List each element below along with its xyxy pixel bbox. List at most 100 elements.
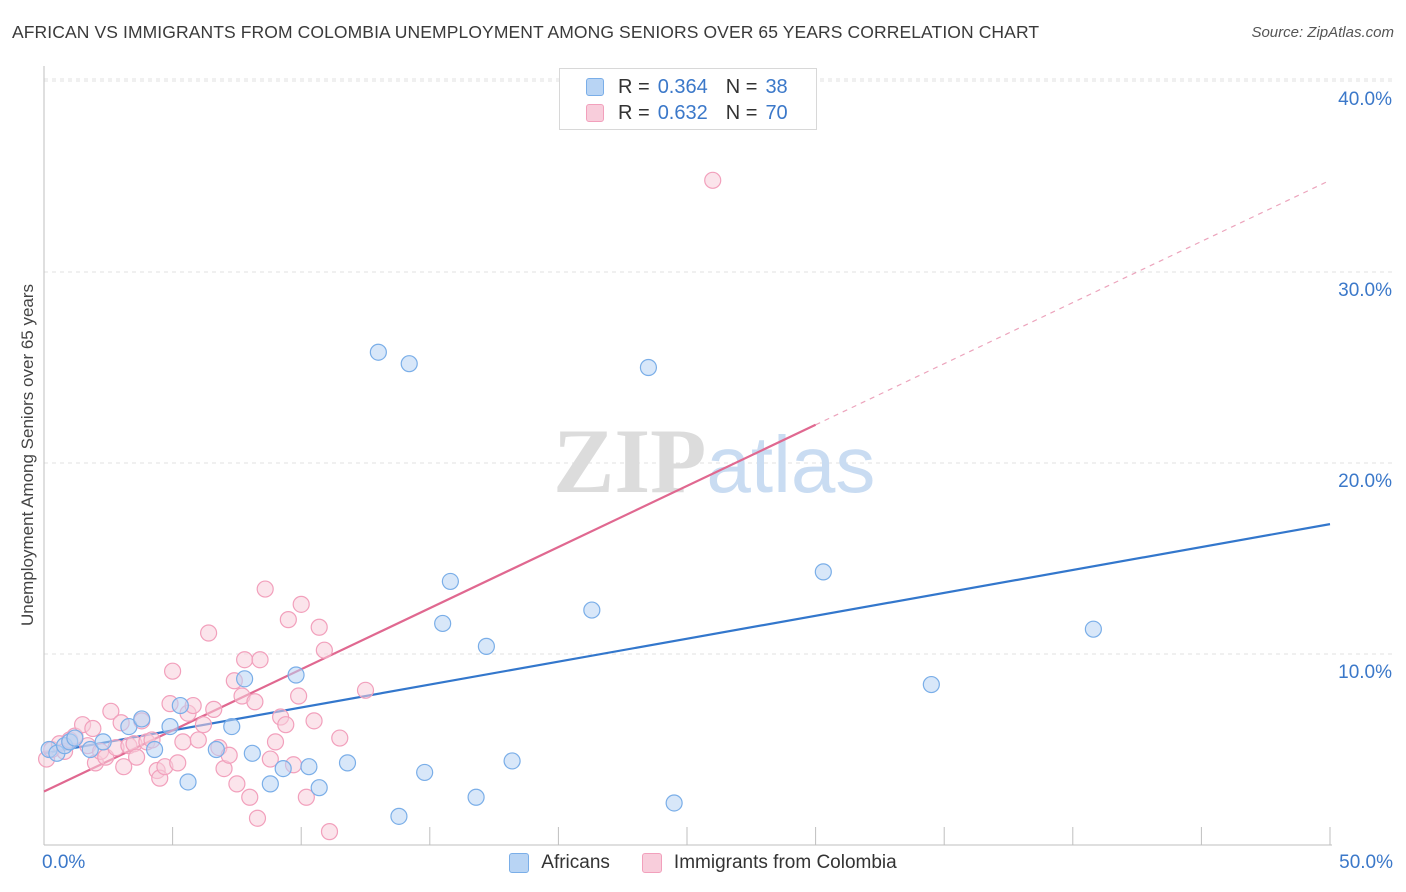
- data-point-colombia: [228, 775, 246, 793]
- data-point-colombia: [279, 611, 297, 629]
- legend-row-colombia: R = 0.632 N = 70: [586, 101, 788, 125]
- data-point-colombia: [200, 624, 218, 642]
- data-point-africans: [94, 733, 112, 751]
- data-point-colombia: [315, 641, 333, 659]
- chart-title: AFRICAN VS IMMIGRANTS FROM COLOMBIA UNEM…: [12, 22, 1040, 42]
- data-point-africans: [441, 572, 459, 591]
- r-value-colombia: 0.632: [657, 101, 708, 124]
- legend-label-colombia: Immigrants from Colombia: [673, 852, 897, 873]
- legend-swatch-colombia: [586, 104, 604, 122]
- data-point-colombia: [84, 719, 102, 738]
- data-point-colombia: [290, 687, 308, 705]
- series-legend: Africans Immigrants from Colombia: [0, 852, 1406, 874]
- data-point-africans: [207, 740, 225, 759]
- data-point-africans: [310, 779, 328, 797]
- data-point-africans: [261, 775, 279, 793]
- data-point-africans: [922, 675, 940, 694]
- data-point-colombia: [277, 716, 295, 734]
- axes: [43, 66, 1332, 846]
- data-point-colombia: [248, 809, 267, 827]
- x-tick-label-max: 50.0%: [1339, 852, 1393, 873]
- legend-swatch-africans: [509, 853, 530, 873]
- data-points: [37, 171, 1102, 841]
- data-point-colombia: [305, 712, 323, 730]
- chart-source: Source: ZipAtlas.com: [1251, 24, 1394, 41]
- data-point-africans: [300, 758, 318, 776]
- data-point-colombia: [169, 754, 187, 772]
- r-value-africans: 0.364: [657, 75, 708, 98]
- data-point-africans: [639, 358, 658, 377]
- data-point-africans: [416, 763, 434, 782]
- data-point-colombia: [241, 788, 259, 806]
- data-point-africans: [467, 788, 485, 806]
- data-point-colombia: [320, 823, 339, 841]
- data-point-africans: [1084, 620, 1102, 638]
- data-point-colombia: [174, 733, 192, 751]
- gridlines: [44, 78, 1392, 655]
- data-point-colombia: [266, 733, 285, 751]
- data-point-africans: [390, 807, 408, 825]
- data-point-africans: [223, 717, 241, 736]
- data-point-colombia: [236, 651, 254, 669]
- y-tick-labels: 10.0% 20.0% 30.0% 40.0%: [1338, 89, 1392, 683]
- data-point-africans: [369, 343, 387, 361]
- y-tick-label: 20.0%: [1338, 471, 1392, 492]
- data-point-africans: [274, 759, 292, 778]
- data-point-colombia: [261, 750, 279, 768]
- data-point-colombia: [164, 662, 182, 680]
- watermark: ZIPatlas: [553, 410, 875, 512]
- data-point-africans: [338, 754, 357, 772]
- data-point-colombia: [356, 681, 375, 699]
- data-point-africans: [400, 355, 418, 373]
- data-point-africans: [665, 794, 683, 812]
- y-axis-label: Unemployment Among Seniors over 65 years: [18, 283, 37, 627]
- legend-swatch-africans: [586, 78, 604, 96]
- data-point-colombia: [310, 618, 328, 636]
- data-point-africans: [477, 637, 495, 655]
- data-point-colombia: [194, 716, 213, 734]
- data-point-africans: [133, 710, 151, 728]
- legend-item-colombia[interactable]: Immigrants from Colombia: [641, 852, 897, 874]
- data-point-africans: [503, 752, 521, 770]
- legend-label-africans: Africans: [541, 852, 610, 873]
- data-point-africans: [434, 614, 452, 633]
- data-point-africans: [145, 740, 164, 759]
- n-label: N =: [725, 75, 758, 98]
- watermark-text: ZIPatlas: [553, 410, 875, 512]
- r-label: R =: [618, 75, 650, 98]
- n-value-africans: 38: [765, 75, 788, 98]
- trend-line-extension-1: [815, 179, 1331, 426]
- data-point-colombia: [292, 595, 310, 613]
- n-label: N =: [725, 101, 758, 124]
- data-point-colombia: [127, 748, 146, 766]
- legend-swatch-colombia: [641, 853, 662, 873]
- data-point-africans: [243, 744, 261, 762]
- n-value-colombia: 70: [765, 101, 788, 124]
- data-point-africans: [171, 696, 189, 715]
- data-point-colombia: [704, 171, 722, 189]
- y-tick-label: 10.0%: [1338, 662, 1392, 683]
- data-point-africans: [236, 670, 254, 688]
- data-point-africans: [287, 666, 305, 684]
- data-point-africans: [120, 717, 138, 736]
- data-point-colombia: [297, 788, 315, 806]
- x-tick-label-min: 0.0%: [42, 852, 86, 873]
- data-point-colombia: [331, 729, 349, 747]
- data-point-africans: [161, 717, 179, 736]
- data-point-colombia: [246, 693, 264, 711]
- legend-row-africans: R = 0.364 N = 38: [586, 75, 788, 99]
- data-point-colombia: [102, 702, 120, 720]
- y-tick-label: 30.0%: [1338, 280, 1392, 301]
- data-point-colombia: [205, 700, 223, 718]
- data-point-africans: [583, 601, 601, 619]
- data-point-africans: [179, 773, 197, 791]
- data-point-colombia: [251, 651, 269, 669]
- r-label: R =: [618, 101, 650, 124]
- data-point-africans: [81, 740, 99, 759]
- legend-item-africans[interactable]: Africans: [509, 852, 610, 874]
- data-point-colombia: [189, 731, 207, 749]
- data-point-colombia: [256, 580, 274, 598]
- trend-line-0: [43, 523, 1331, 755]
- correlation-legend: R = 0.364 N = 38 R = 0.632 N = 70: [559, 68, 817, 130]
